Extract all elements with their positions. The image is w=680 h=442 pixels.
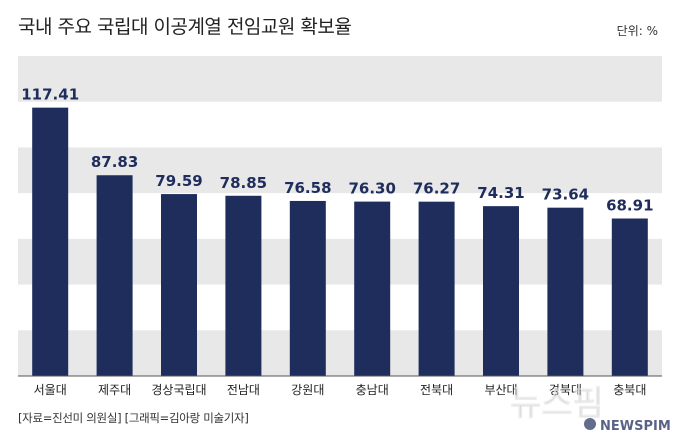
unit-label: 단위: % — [616, 24, 658, 38]
bar — [161, 194, 197, 376]
value-label: 68.91 — [606, 196, 653, 214]
category-label: 전남대 — [227, 383, 260, 397]
bar — [611, 218, 648, 376]
value-label: 117.41 — [21, 86, 79, 104]
category-label: 경상국립대 — [151, 383, 206, 397]
category-label: 경북대 — [549, 383, 582, 397]
value-label: 73.64 — [542, 186, 589, 204]
value-label: 74.31 — [477, 184, 524, 202]
value-label: 78.85 — [220, 174, 267, 192]
bar — [418, 201, 455, 376]
value-label: 87.83 — [91, 153, 138, 171]
category-label: 전북대 — [420, 383, 453, 397]
background-band — [18, 56, 662, 102]
watermark-text: 뉴스핌 — [510, 384, 604, 424]
watermark-logo-icon — [584, 418, 596, 430]
newspim-watermark: 뉴스핌 NEWSPIM — [510, 384, 671, 435]
bar — [289, 200, 326, 376]
value-label: 76.58 — [284, 179, 331, 197]
category-label: 부산대 — [484, 383, 517, 397]
bar — [32, 107, 69, 377]
category-label: 충남대 — [356, 383, 389, 397]
bar — [354, 201, 391, 376]
watermark-sub: NEWSPIM — [600, 419, 671, 434]
chart-title: 국내 주요 국립대 이공계열 전임교원 확보율 — [18, 16, 352, 38]
bar — [483, 206, 519, 376]
value-labels-group: 117.41 87.83 79.59 78.85 76.58 76.30 76.27 74.3… — [21, 86, 653, 215]
bar — [96, 175, 133, 376]
category-label: 제주대 — [98, 383, 131, 397]
category-label: 충북대 — [613, 383, 646, 397]
category-labels-group: 서울대 제주대 경상국립대 전남대 강원대 충남대 전북대 부산대 경북대 충북대 — [34, 383, 647, 397]
category-label: 강원대 — [291, 383, 324, 397]
category-label: 서울대 — [34, 383, 67, 397]
bar — [225, 195, 262, 376]
value-label: 76.30 — [348, 180, 395, 198]
value-label: 76.27 — [413, 180, 460, 198]
source-caption: [자료=진선미 의원실] [그래픽=김아랑 미술기자] — [18, 411, 249, 425]
bar — [547, 207, 584, 376]
bars-group — [32, 107, 648, 377]
value-label: 79.59 — [155, 172, 202, 190]
